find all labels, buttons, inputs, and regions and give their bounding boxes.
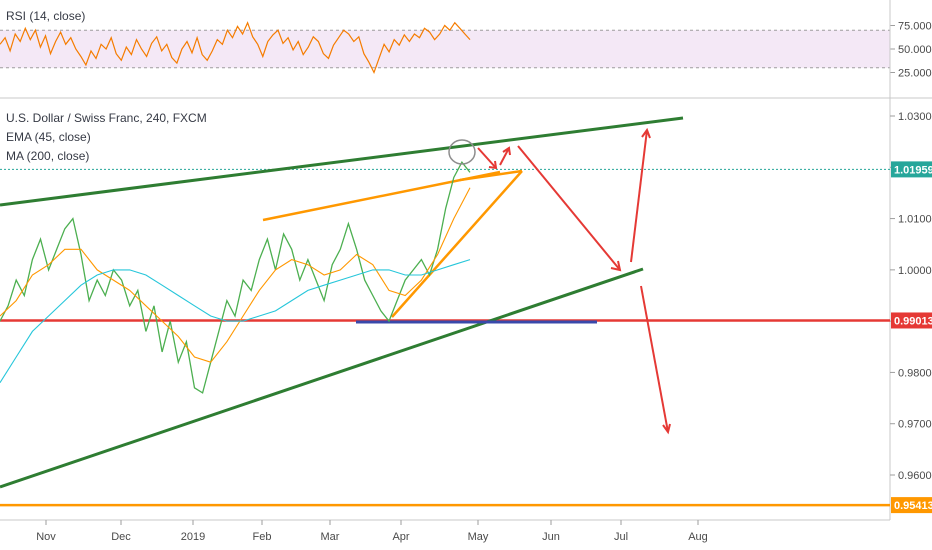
arrow-up-right[interactable] [630,129,648,263]
price-badge-bg [891,497,932,514]
ema-legend: EMA (45, close) [6,130,91,144]
x-tick-label: Nov [36,531,56,543]
rsi-y-tick-label: 25.0000 [898,68,932,80]
price-badge-bg [891,312,932,329]
x-tick-label: Feb [253,531,272,543]
arrow-down-right-head [662,423,671,435]
rsi-band [0,30,890,68]
rsi-title: RSI (14, close) [6,9,85,23]
price-badge-label: 0.95413 [894,500,932,512]
arrow-small-up[interactable] [499,147,510,166]
rsi-pane: RSI (14, close) 75.0000 50.0000 25.0000 [0,9,932,80]
arrow-small-up-head [502,146,511,156]
price-y-tick-label: 1.01000 [898,214,932,226]
wedge-lower-line[interactable] [391,170,523,318]
rsi-y-tick-label: 75.0000 [898,21,932,33]
arrow-big-down[interactable] [517,145,621,271]
rsi-series-line [0,21,471,75]
forecast-arrows [477,127,671,435]
arrow-down-right[interactable] [640,285,669,433]
x-tick-label: Jun [542,531,560,543]
upper-channel-trendline[interactable] [0,116,684,207]
x-tick-label: 2019 [181,531,205,543]
arrow-small-down-head [488,160,498,170]
ma-legend: MA (200, close) [6,149,89,163]
price-y-tick-label: 0.96000 [898,470,932,482]
arrow-up-right-head [641,127,651,139]
top-highlight-ellipse[interactable] [448,139,476,165]
x-tick-label: Mar [321,531,340,543]
x-tick-label: May [468,531,489,543]
ma-series-line [0,259,471,383]
wedge-apex-line[interactable] [459,169,523,182]
price-series-line [0,161,471,394]
x-tick-label: Apr [392,531,409,543]
price-pane: U.S. Dollar / Swiss Franc, 240, FXCM EMA… [0,111,932,543]
lower-channel-trendline[interactable] [0,267,644,489]
x-tick-label: Aug [688,531,708,543]
price-badge-label: 1.01959 [894,164,932,176]
price-y-tick-label: 1.03000 [898,111,932,123]
x-tick-label: Jul [614,531,628,543]
rsi-y-tick-label: 50.0000 [898,44,932,56]
symbol-title: U.S. Dollar / Swiss Franc, 240, FXCM [6,111,207,125]
price-badge-bg [891,161,932,178]
arrow-big-down-head [610,260,622,272]
x-tick-label: Dec [111,531,131,543]
arrow-small-down[interactable] [477,147,497,169]
price-badge-label: 0.99013 [894,315,932,327]
ema-series-line [0,187,471,363]
